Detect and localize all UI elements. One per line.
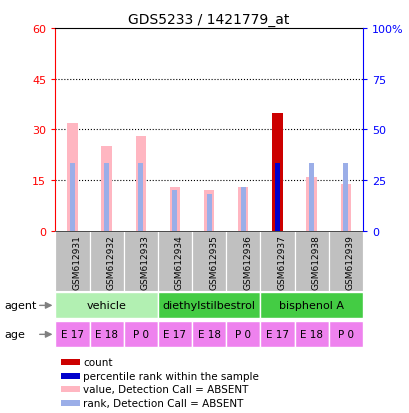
Text: count: count <box>83 357 112 367</box>
Bar <box>104 164 109 231</box>
Bar <box>157 321 191 348</box>
Bar <box>238 188 248 231</box>
Bar <box>135 137 146 231</box>
Bar <box>294 321 328 348</box>
Bar <box>340 184 350 231</box>
Text: agent: agent <box>4 301 36 311</box>
Bar <box>101 147 111 231</box>
Bar <box>328 231 362 291</box>
Bar <box>274 164 279 231</box>
Text: GSM612939: GSM612939 <box>345 234 354 289</box>
Text: percentile rank within the sample: percentile rank within the sample <box>83 371 258 381</box>
Bar <box>272 113 282 231</box>
Bar <box>191 231 226 291</box>
Bar <box>61 359 80 365</box>
Text: GSM612936: GSM612936 <box>243 234 252 289</box>
Text: E 17: E 17 <box>163 330 186 339</box>
Bar <box>157 231 191 291</box>
Bar <box>89 231 124 291</box>
Bar <box>191 321 226 348</box>
Bar <box>55 292 157 319</box>
Bar <box>157 292 260 319</box>
Text: age: age <box>4 330 25 339</box>
Text: E 18: E 18 <box>95 330 118 339</box>
Text: diethylstilbestrol: diethylstilbestrol <box>162 301 255 311</box>
Bar <box>61 386 80 392</box>
Text: E 17: E 17 <box>265 330 288 339</box>
Text: GSM612937: GSM612937 <box>277 234 286 289</box>
Bar <box>169 188 180 231</box>
Bar <box>206 194 211 231</box>
Bar <box>342 164 348 231</box>
Text: P 0: P 0 <box>133 330 148 339</box>
Bar <box>204 191 213 231</box>
Text: P 0: P 0 <box>235 330 251 339</box>
Text: GSM612933: GSM612933 <box>140 234 149 289</box>
Bar <box>124 231 157 291</box>
Text: rank, Detection Call = ABSENT: rank, Detection Call = ABSENT <box>83 398 243 408</box>
Bar <box>172 191 177 231</box>
Bar <box>138 164 143 231</box>
Text: value, Detection Call = ABSENT: value, Detection Call = ABSENT <box>83 384 248 394</box>
Bar <box>260 321 294 348</box>
Text: GSM612938: GSM612938 <box>311 234 320 289</box>
Bar <box>260 231 294 291</box>
Bar <box>306 177 316 231</box>
Bar <box>124 321 157 348</box>
Text: E 18: E 18 <box>299 330 322 339</box>
Text: P 0: P 0 <box>337 330 353 339</box>
Text: E 17: E 17 <box>61 330 84 339</box>
Bar <box>328 321 362 348</box>
Bar <box>67 123 77 231</box>
Bar <box>55 231 89 291</box>
Bar <box>61 373 80 379</box>
Title: GDS5233 / 1421779_at: GDS5233 / 1421779_at <box>128 12 289 26</box>
Bar <box>308 164 313 231</box>
Bar <box>260 292 362 319</box>
Text: GSM612932: GSM612932 <box>106 234 115 289</box>
Text: bisphenol A: bisphenol A <box>279 301 343 311</box>
Bar <box>61 400 80 406</box>
Bar <box>240 188 245 231</box>
Text: GSM612934: GSM612934 <box>175 234 184 289</box>
Bar <box>226 321 260 348</box>
Text: vehicle: vehicle <box>86 301 126 311</box>
Text: GSM612931: GSM612931 <box>72 234 81 289</box>
Text: GSM612935: GSM612935 <box>209 234 218 289</box>
Bar <box>70 164 75 231</box>
Bar <box>226 231 260 291</box>
Bar <box>294 231 328 291</box>
Text: E 18: E 18 <box>197 330 220 339</box>
Bar <box>55 321 89 348</box>
Bar <box>89 321 124 348</box>
